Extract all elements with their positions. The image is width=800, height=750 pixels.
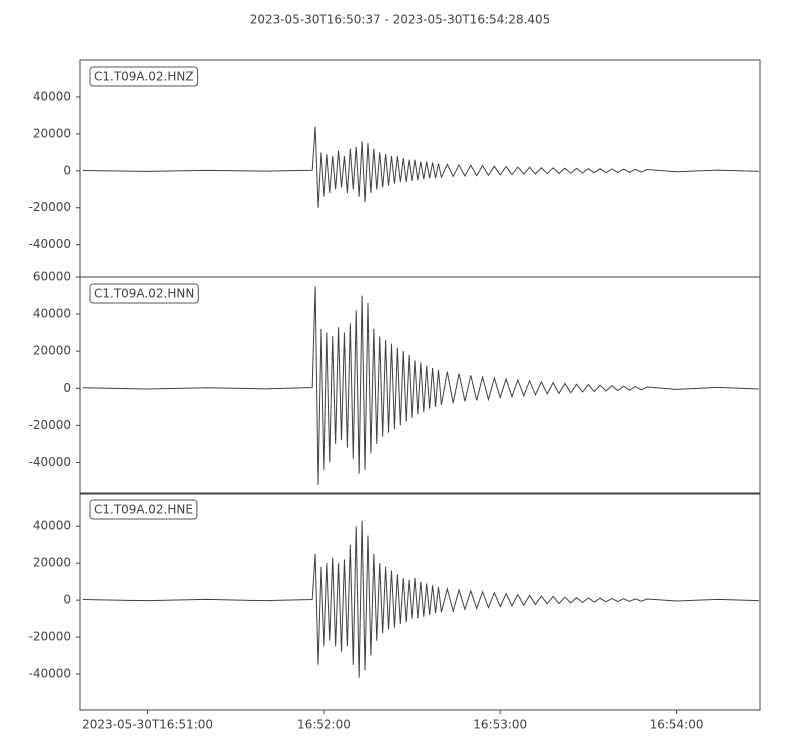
panel-frame — [79, 276, 761, 495]
y-tick-label: 40000 — [33, 89, 71, 103]
y-tick-label: 60000 — [33, 270, 71, 284]
y-tick-label: 40000 — [33, 307, 71, 321]
y-tick-label: -40000 — [28, 455, 71, 469]
x-tick-label: 16:53:00 — [473, 718, 527, 732]
waveform — [82, 286, 759, 485]
y-tick-label: -40000 — [28, 237, 71, 251]
y-tick-label: 0 — [63, 593, 71, 607]
y-tick-label: 0 — [63, 163, 71, 177]
waveform — [82, 520, 759, 678]
y-tick-label: 40000 — [33, 519, 71, 533]
y-tick-label: 20000 — [33, 344, 71, 358]
waveform — [82, 126, 759, 208]
chart-title: 2023-05-30T16:50:37 - 2023-05-30T16:54:2… — [250, 13, 551, 27]
trace-label: C1.T09A.02.HNN — [89, 283, 199, 304]
panel-frame — [79, 492, 761, 711]
x-tick-label: 16:52:00 — [297, 718, 351, 732]
x-tick-label: 2023-05-30T16:51:00 — [82, 718, 213, 732]
label-box — [89, 66, 199, 87]
trace-name: C1.T09A.02.HNN — [94, 287, 194, 301]
y-tick-label: -20000 — [28, 200, 71, 214]
y-tick-label: 20000 — [33, 556, 71, 570]
y-tick-label: 0 — [63, 381, 71, 395]
label-box — [89, 499, 198, 520]
y-tick-label: -20000 — [28, 630, 71, 644]
label-box — [89, 283, 199, 304]
y-tick-label: -40000 — [28, 666, 71, 680]
y-tick-label: -20000 — [28, 418, 71, 432]
x-tick-label: 16:54:00 — [650, 718, 704, 732]
y-tick-label: 20000 — [33, 126, 71, 140]
trace-label: C1.T09A.02.HNZ — [89, 66, 199, 87]
trace-label: C1.T09A.02.HNE — [89, 499, 198, 520]
trace-name: C1.T09A.02.HNE — [94, 503, 193, 517]
trace-name: C1.T09A.02.HNZ — [94, 70, 194, 84]
